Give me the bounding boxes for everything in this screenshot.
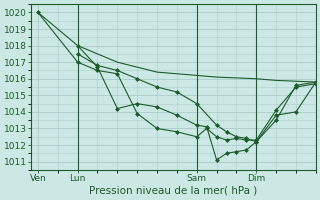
X-axis label: Pression niveau de la mer( hPa ): Pression niveau de la mer( hPa ) [90,186,258,196]
